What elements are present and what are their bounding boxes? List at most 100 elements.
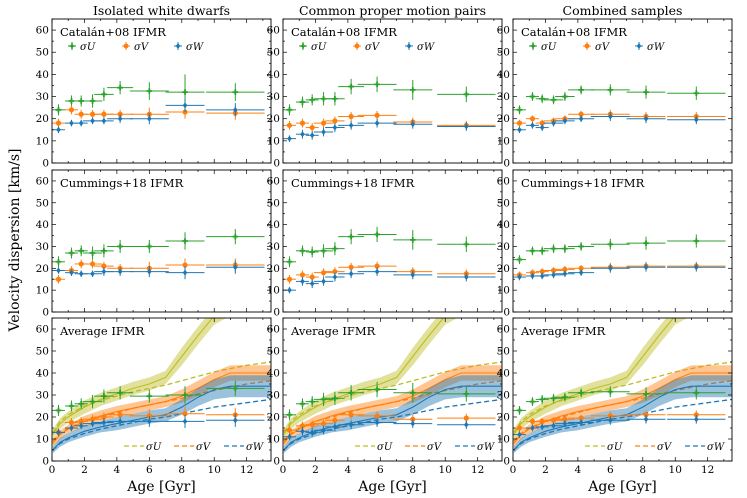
legend-label-W: σW [647, 42, 665, 53]
y-tick-label: 30 [36, 390, 49, 402]
y-tick-label: 30 [36, 241, 49, 253]
x-tick-label: 2 [542, 464, 549, 476]
panel-r0-c0: 0 10 20 30 40 50 60 Catalán+08 IFMR σU σV σW [36, 18, 272, 170]
point-W [117, 418, 123, 425]
point-U [309, 97, 315, 103]
point-W [117, 268, 123, 275]
legend-label-W: σW [186, 42, 204, 53]
point-W [56, 267, 61, 274]
point-U [299, 401, 306, 407]
point-U [463, 241, 470, 248]
point-U [101, 248, 107, 254]
point-V [68, 419, 75, 426]
row-label: Average IFMR [520, 324, 606, 338]
x-tick-label: 4 [345, 464, 352, 476]
legend-diamond-W [636, 43, 642, 49]
plot-area [513, 84, 726, 134]
point-W [309, 280, 315, 287]
panel-frame [512, 317, 733, 462]
row-label: Catalán+08 IFMR [60, 25, 166, 39]
legend-cross-U [69, 43, 75, 49]
legend-label-U: σU [377, 442, 393, 453]
y-tick-label: 20 [497, 113, 510, 125]
y-tick-label: 20 [267, 263, 280, 275]
point-U [516, 107, 523, 113]
y-tick-label: 60 [267, 324, 280, 336]
row-label: Average IFMR [59, 324, 145, 338]
x-tick-label: 12 [471, 464, 484, 476]
panel-frame [512, 18, 733, 164]
point-V [348, 264, 354, 270]
point-U [117, 84, 123, 91]
point-W [539, 124, 545, 131]
point-W [147, 115, 152, 122]
legend-dot-V [354, 43, 360, 49]
point-U [562, 93, 568, 100]
model-band-U [513, 318, 688, 441]
point-V [562, 416, 568, 422]
y-tick-label: 20 [267, 412, 280, 424]
y-tick-label: 20 [267, 113, 280, 125]
point-U [607, 388, 614, 395]
point-U [309, 249, 315, 255]
point-W [332, 274, 338, 281]
legend-label-V: σV [595, 42, 611, 53]
point-W [643, 115, 649, 122]
y-tick-label: 0 [42, 307, 49, 319]
point-V [374, 263, 380, 269]
legend-label-U: σU [607, 442, 623, 453]
point-V [463, 415, 469, 421]
point-W [551, 120, 556, 127]
x-tick-label: 6 [607, 464, 614, 476]
x-tick-label: 0 [280, 464, 287, 476]
model-line-U [283, 318, 445, 435]
row-label: Catalán+08 IFMR [291, 25, 397, 39]
point-V [55, 276, 62, 282]
point-W [321, 128, 326, 135]
row-label: Cummings+18 IFMR [60, 176, 184, 190]
point-U [539, 248, 545, 254]
point-W [410, 121, 416, 128]
legend-dot-V [584, 43, 590, 49]
point-W [530, 122, 535, 129]
point-U [55, 258, 62, 265]
panel-r0-c2: 0 10 20 30 40 50 60 Catalán+08 IFMR σU σV σW [497, 18, 733, 170]
point-U [529, 398, 536, 405]
point-U [374, 386, 380, 393]
y-tick-label: 20 [497, 263, 510, 275]
legend-label-V: σV [657, 442, 673, 453]
point-V [89, 416, 96, 422]
point-U [332, 395, 338, 402]
model-dashed-V [513, 380, 732, 442]
point-V [539, 268, 545, 275]
panel-frame [51, 317, 272, 462]
y-tick-label: 0 [503, 158, 510, 170]
y-tick-label: 40 [36, 69, 49, 81]
y-tick-label: 30 [497, 91, 510, 103]
point-W [300, 131, 305, 138]
point-W [69, 120, 74, 127]
model-line-U [52, 318, 214, 435]
model-band-V [513, 365, 732, 447]
point-W [694, 416, 699, 423]
row-label: Catalán+08 IFMR [521, 25, 627, 39]
point-U [232, 89, 239, 95]
y-tick-label: 20 [497, 412, 510, 424]
point-W [694, 116, 699, 123]
x-tick-label: 2 [312, 464, 319, 476]
point-V [299, 120, 306, 126]
legend-label-W: σW [707, 442, 725, 453]
x-tick-label: 8 [409, 464, 416, 476]
y-tick-label: 10 [497, 135, 510, 147]
x-tick-label: 0 [510, 464, 517, 476]
y-tick-label: 30 [36, 91, 49, 103]
x-tick-label: 8 [178, 464, 185, 476]
point-W [517, 274, 522, 281]
plot-area [513, 318, 732, 454]
point-W [287, 433, 292, 440]
point-U [286, 258, 293, 265]
panel-frame [282, 317, 503, 462]
point-V [78, 261, 84, 267]
y-tick-label: 30 [497, 241, 510, 253]
